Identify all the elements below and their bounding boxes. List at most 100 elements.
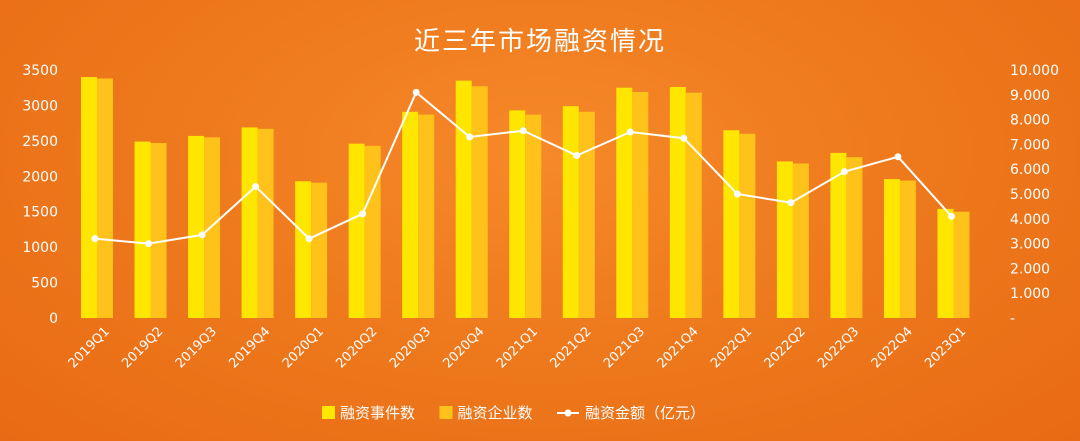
x-tick-label: 2021Q1: [494, 324, 541, 371]
bar-companies: [792, 163, 809, 318]
bar-companies: [953, 211, 970, 318]
legend-label: 融资企业数: [458, 404, 533, 422]
x-tick-label: 2019Q3: [173, 324, 220, 371]
bar-companies: [899, 180, 916, 318]
legend-label: 融资金额（亿元）: [585, 404, 705, 422]
right-tick-label: 8.000: [1010, 113, 1050, 129]
bar-companies: [204, 137, 221, 318]
legend-label: 融资事件数: [340, 404, 415, 422]
right-tick-label: 1.000: [1010, 286, 1050, 302]
amount-point: [573, 152, 581, 160]
x-tick-label: 2019Q2: [119, 324, 166, 371]
amount-point: [840, 168, 848, 176]
amount-point: [359, 210, 367, 218]
x-tick-label: 2019Q4: [226, 324, 273, 371]
bar-events: [348, 143, 365, 318]
bar-events: [241, 127, 258, 318]
right-tick-label: 7.000: [1010, 137, 1050, 153]
bar-events: [455, 80, 472, 318]
amount-point: [680, 134, 688, 142]
left-tick-label: 0: [49, 311, 58, 327]
bar-companies: [257, 128, 274, 318]
bar-companies: [418, 114, 435, 318]
right-tick-label: 4.000: [1010, 212, 1050, 228]
x-tick-label: 2019Q1: [66, 324, 113, 371]
right-tick-label: 3.000: [1010, 237, 1050, 253]
amount-point: [787, 199, 795, 207]
x-tick-label: 2021Q2: [548, 324, 595, 371]
bar-companies: [632, 91, 649, 318]
bar-events: [723, 130, 740, 318]
bar-events: [188, 135, 205, 318]
left-tick-label: 2000: [22, 169, 58, 185]
amount-point: [947, 212, 955, 220]
amount-point: [519, 127, 527, 135]
right-tick-label: 9.000: [1010, 88, 1050, 104]
bar-companies: [525, 114, 542, 318]
amount-line: [91, 88, 955, 248]
amount-point: [894, 153, 902, 161]
bar-events: [134, 141, 151, 318]
legend-swatch: [322, 406, 335, 419]
x-tick-label: 2023Q1: [922, 324, 969, 371]
left-tick-label: 500: [31, 276, 58, 292]
bar-companies: [739, 133, 756, 318]
x-tick-label: 2020Q1: [280, 324, 327, 371]
bar-events: [937, 208, 954, 318]
legend-marker: [564, 409, 572, 417]
amount-point: [252, 183, 260, 191]
amount-point: [733, 190, 741, 198]
left-tick-label: 1500: [22, 205, 58, 221]
left-tick-label: 1000: [22, 240, 58, 256]
amount-point: [466, 133, 474, 141]
chart-title: 近三年市场融资情况: [414, 27, 666, 57]
right-tick-label: 2.000: [1010, 261, 1050, 277]
bar-companies: [97, 78, 113, 318]
amount-point: [626, 128, 634, 136]
bar-events: [562, 106, 579, 318]
bar-companies: [685, 92, 702, 318]
x-axis: 2019Q1 2019Q2 2019Q3 2019Q4 2020Q1 2020Q2 2020…: [66, 324, 970, 371]
bar-events: [776, 161, 793, 318]
left-axis: 0 500 1000 1500 2000 2500 3000 3500: [22, 63, 58, 327]
x-tick-label: 2020Q4: [440, 324, 487, 371]
x-tick-label: 2022Q2: [762, 324, 809, 371]
bar-events: [669, 87, 686, 319]
x-tick-label: 2020Q2: [333, 324, 380, 371]
bar-companies: [364, 145, 381, 318]
bar-companies: [150, 142, 167, 318]
x-tick-label: 2022Q1: [708, 324, 755, 371]
amount-point: [145, 240, 153, 248]
x-tick-label: 2020Q3: [387, 324, 434, 371]
left-tick-label: 3500: [22, 63, 58, 79]
bar-events: [883, 179, 900, 318]
amount-point: [305, 235, 313, 243]
legend-swatch: [439, 406, 453, 419]
right-axis: - 1.000 2.000 3.000 4.000 5.000 6.000 7.000 8.00…: [1010, 63, 1059, 327]
right-tick-label: 6.000: [1010, 162, 1050, 178]
x-tick-label: 2022Q4: [869, 324, 916, 371]
bars: [81, 77, 970, 319]
right-tick-label: 10.000: [1010, 63, 1059, 79]
right-tick-label: 5.000: [1010, 187, 1050, 203]
bar-companies: [471, 86, 488, 318]
legend: 融资事件数 融资企业数 融资金额（亿元）: [322, 404, 705, 422]
bar-events: [295, 181, 312, 318]
x-tick-label: 2022Q3: [815, 324, 862, 371]
bar-events: [830, 152, 847, 318]
amount-point: [91, 235, 99, 243]
bar-events: [402, 111, 419, 318]
left-tick-label: 2500: [22, 134, 58, 150]
bar-companies: [311, 182, 328, 318]
amount-point: [412, 88, 420, 96]
bar-events: [616, 87, 633, 318]
bar-events: [509, 110, 526, 318]
left-tick-label: 3000: [22, 98, 58, 114]
bar-events: [81, 77, 97, 318]
x-tick-label: 2021Q4: [655, 324, 702, 371]
bar-companies: [578, 111, 595, 318]
x-tick-label: 2021Q3: [601, 324, 648, 371]
bar-companies: [846, 157, 863, 318]
